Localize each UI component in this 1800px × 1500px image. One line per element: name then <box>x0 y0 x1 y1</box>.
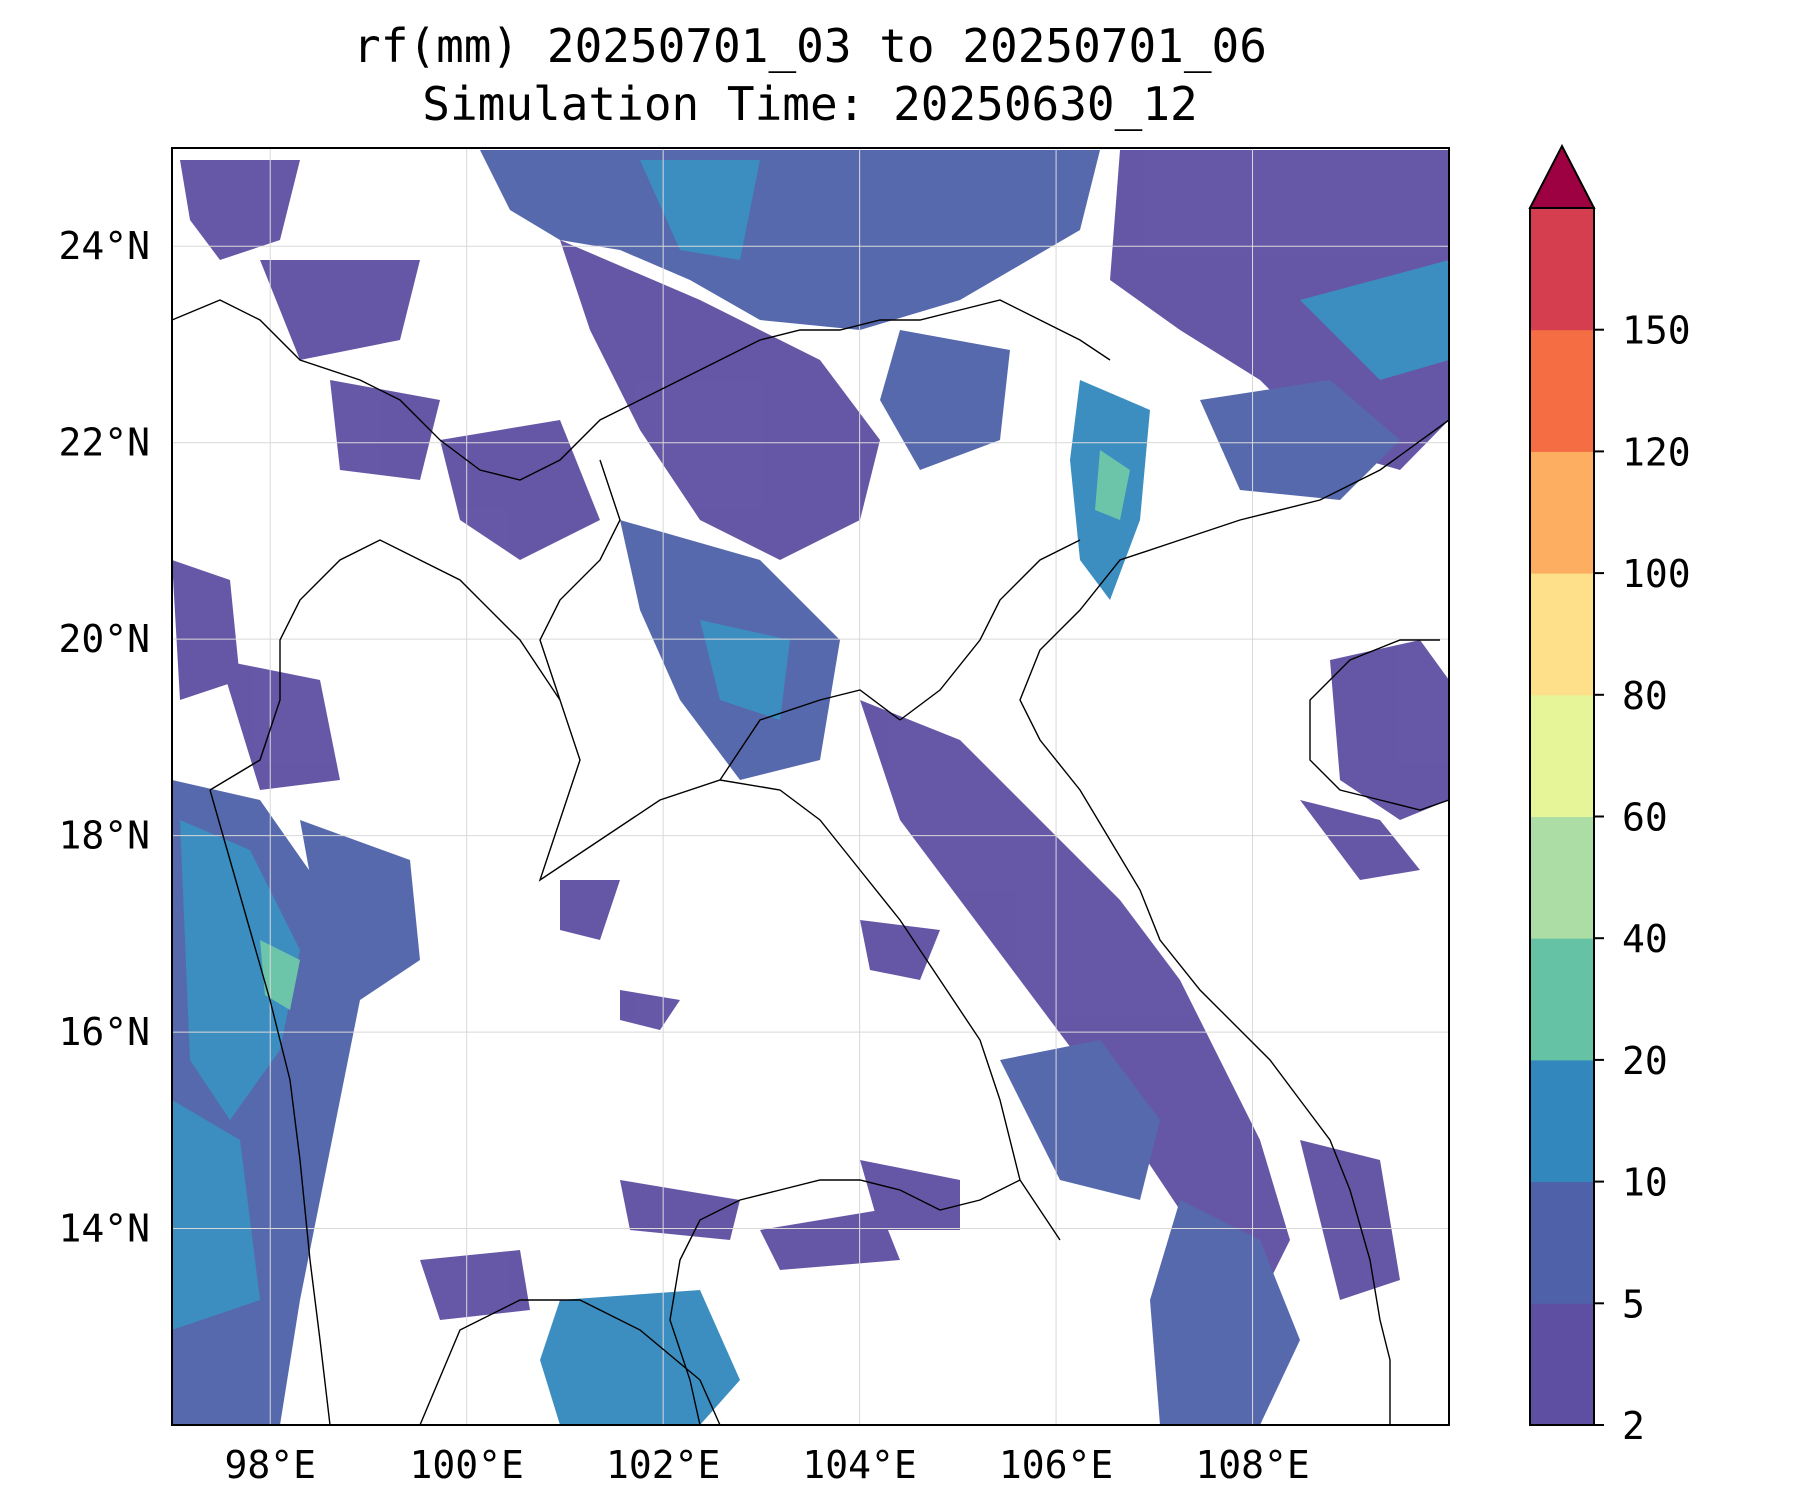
colorbar-segment <box>1530 1059 1594 1183</box>
rain-area <box>1300 1140 1400 1300</box>
rain-area <box>1330 640 1449 820</box>
colorbar-label: 5 <box>1622 1282 1645 1326</box>
rain-area <box>620 990 680 1030</box>
colorbar-label: 40 <box>1622 917 1668 961</box>
title-line-1: rf(mm) 20250701_03 to 20250701_06 <box>353 19 1267 73</box>
rain-area <box>172 560 240 700</box>
rain-area <box>640 160 760 260</box>
rain-area <box>420 1250 530 1320</box>
colorbar-extend-arrow <box>1528 143 1596 209</box>
map-frame <box>171 147 1450 1426</box>
rain-area <box>330 380 440 480</box>
lon-tick-label: 104°E <box>802 1443 916 1487</box>
lat-tick-label: 20°N <box>58 617 150 661</box>
coastlines-borders <box>171 299 1450 1426</box>
colorbar-label: 120 <box>1622 430 1691 474</box>
hainan-coastline <box>1309 639 1450 811</box>
colorbar-segment <box>1530 329 1594 452</box>
rain-area <box>1200 380 1400 500</box>
rain-area <box>220 660 340 790</box>
colorbar-segment <box>1530 573 1594 696</box>
laos-inner-border <box>719 689 901 781</box>
rain-area <box>1110 150 1449 470</box>
lon-tick-label: 100°E <box>409 1443 523 1487</box>
laos-myanmar-border <box>539 459 621 701</box>
lat-tick-label: 22°N <box>58 421 150 465</box>
china-southern-border <box>171 299 1111 481</box>
map-panel <box>171 147 1450 1426</box>
rain-area <box>1300 260 1449 380</box>
myanmar-north-border <box>209 539 481 791</box>
lat-tick-label: 18°N <box>58 814 150 858</box>
colorbar-segment <box>1530 451 1594 574</box>
latitude-tick-labels: 24°N 22°N 20°N 18°N 16°N 14°N <box>58 224 150 1250</box>
rain-area <box>880 330 1010 470</box>
lat-tick-label: 16°N <box>58 1010 150 1054</box>
laos-vietnam-north-border <box>899 539 1081 721</box>
colorbar-segment <box>1530 1303 1594 1426</box>
rain-area <box>860 700 1290 1300</box>
rain-area <box>560 880 620 940</box>
rain-area <box>1150 1200 1300 1425</box>
lat-tick-label: 14°N <box>58 1207 150 1251</box>
rain-area <box>1000 1040 1160 1200</box>
rain-area <box>560 240 880 560</box>
rain-area <box>300 820 420 1000</box>
lon-tick-label: 102°E <box>606 1443 720 1487</box>
title-line-2: Simulation Time: 20250630_12 <box>422 77 1197 131</box>
rain-area <box>620 1180 740 1240</box>
rain-area <box>700 620 790 720</box>
colorbar: 2 5 10 20 40 60 80 100 120 150 <box>1528 143 1691 1448</box>
lon-tick-label: 108°E <box>1195 1443 1309 1487</box>
colorbar-label: 80 <box>1622 674 1668 718</box>
colorbar-label: 2 <box>1622 1404 1645 1448</box>
lon-tick-label: 98°E <box>224 1443 316 1487</box>
gulf-of-thailand-coast <box>419 1299 721 1426</box>
rainfall-shading <box>172 150 1449 1425</box>
rain-area <box>1300 800 1420 880</box>
rain-area <box>860 920 940 980</box>
rain-area <box>760 1210 900 1270</box>
cambodia-border <box>669 1179 1021 1426</box>
rain-area <box>480 150 1100 330</box>
vietnam-coastline <box>1019 419 1450 1425</box>
gridlines <box>172 148 1449 1425</box>
lat-tick-label: 24°N <box>58 224 150 268</box>
colorbar-label: 150 <box>1622 309 1691 353</box>
colorbar-segment <box>1530 208 1594 331</box>
colorbar-segment <box>1530 938 1594 1061</box>
rain-area <box>1095 450 1130 520</box>
rain-area <box>440 420 600 560</box>
colorbar-label: 100 <box>1622 552 1691 596</box>
rain-area <box>540 1290 740 1425</box>
myanmar-thailand-border <box>209 789 331 1426</box>
colorbar-segment <box>1530 694 1594 817</box>
colorbar-segment <box>1530 816 1594 939</box>
rain-area <box>172 1100 260 1330</box>
colorbar-label: 10 <box>1622 1161 1668 1205</box>
lon-tick-label: 106°E <box>999 1443 1113 1487</box>
laos-thailand-border <box>479 599 1061 1241</box>
rain-area <box>260 260 420 360</box>
colorbar-label: 60 <box>1622 796 1668 840</box>
colorbar-label: 20 <box>1622 1039 1668 1083</box>
longitude-tick-labels: 98°E 100°E 102°E 104°E 106°E 108°E <box>224 1443 1309 1487</box>
colorbar-segment <box>1530 1181 1594 1304</box>
